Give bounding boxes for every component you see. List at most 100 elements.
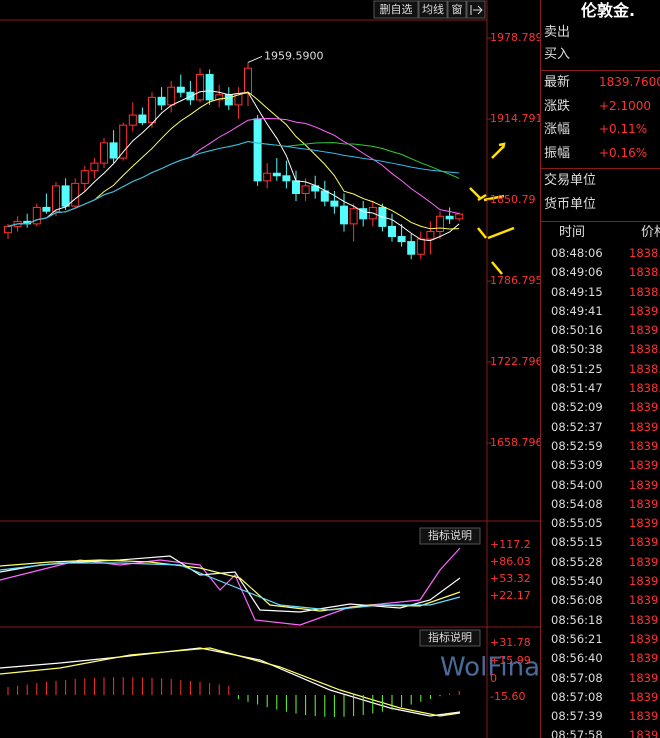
tick-row: 08:50:38 1838.: [541, 340, 660, 359]
price: 1839: [629, 554, 659, 569]
candle-body: [205, 74, 214, 101]
tick-row: 08:56:40 1839: [541, 649, 660, 668]
button[interactable]: [447, 0, 467, 19]
label: 交易单位: [544, 173, 597, 188]
time: 08:50:38: [551, 342, 603, 357]
y-tick-label: 1786.795: [490, 274, 540, 287]
label: 最新: [544, 75, 571, 90]
time: 08:52:37: [551, 419, 603, 434]
button[interactable]: [418, 0, 448, 19]
y-tick-label: +22.17: [490, 589, 531, 602]
candle-body: [90, 162, 99, 172]
tick-row: 08:49:06 1838.: [541, 263, 660, 282]
candle-body: [253, 118, 262, 182]
candle-body: [100, 142, 108, 164]
candle-body: [176, 86, 185, 93]
price: 1839: [629, 477, 659, 492]
button[interactable]: [419, 527, 481, 545]
leader: [247, 55, 263, 63]
candle-body: [416, 238, 425, 255]
tick-row: 08:57:39 1839: [541, 707, 660, 726]
price: 1839: [629, 323, 659, 338]
price: 1839: [629, 400, 659, 415]
tick-row: 08:49:15 1838.: [541, 283, 660, 302]
button-label[interactable]: 指标说明: [428, 528, 472, 542]
quote-panel: 伦敦金. 卖出 买入 最新 1839.7600 涨跌 +2.1000 涨幅 +0.11% 振幅 +…: [540, 0, 660, 738]
candle-body: [71, 182, 80, 207]
button-label[interactable]: 窗: [452, 2, 463, 16]
column-time: 时间: [559, 225, 586, 240]
candle-body: [109, 142, 118, 159]
candle-body: [263, 172, 272, 182]
label: 振幅: [544, 145, 571, 161]
time: 08:50:16: [551, 323, 603, 338]
stat-row: 振幅 +0.16%: [541, 142, 660, 166]
time: 08:53:09: [551, 458, 603, 473]
tick-row: 08:54:00 1839: [541, 476, 660, 495]
candle-body: [301, 185, 310, 194]
candle-body: [388, 225, 396, 238]
stat-row: 涨跌 +2.1000: [541, 95, 660, 119]
time: 08:52:59: [551, 438, 603, 453]
time: 08:55:15: [551, 535, 603, 550]
button-label[interactable]: 删自选: [380, 3, 413, 16]
button-label[interactable]: 指标说明: [428, 630, 472, 644]
time: 08:49:41: [551, 303, 603, 318]
tick-row: 08:56:18 1839: [541, 611, 660, 630]
y-tick-label: 1850.79: [490, 193, 536, 206]
y-tick-label: +31.78: [490, 636, 531, 649]
candle-body: [215, 94, 224, 101]
label: 涨幅: [544, 122, 571, 137]
y-tick-label: +53.32: [490, 572, 531, 585]
button-label[interactable]: 均线: [422, 2, 444, 16]
time: 08:57:08: [551, 689, 603, 704]
time: 08:54:08: [551, 496, 603, 511]
candle-body: [397, 236, 406, 243]
price: 1838.: [629, 381, 660, 396]
stat-row: 最新 1839.7600: [541, 71, 660, 95]
candle-body: [426, 230, 435, 240]
y-tick-label: 1978.789: [490, 31, 540, 44]
time: 08:57:39: [551, 709, 603, 724]
price: 1838.: [629, 284, 660, 299]
value: 1839.7600: [599, 75, 660, 89]
candle-body: [407, 241, 416, 255]
candle-body: [157, 96, 166, 106]
price: 1839: [629, 535, 659, 550]
candle-body: [244, 67, 252, 95]
candle-body: [32, 206, 41, 225]
tick-row: 08:52:37 1839: [541, 418, 660, 437]
tick-row: 08:48:06 1838.: [541, 244, 660, 263]
value: +0.11%: [599, 122, 648, 136]
price: 1839: [629, 651, 659, 666]
annotation-arrows: [469, 142, 515, 275]
tick-row: 08:55:40 1839: [541, 572, 660, 591]
button[interactable]: [419, 629, 481, 647]
candle-body: [330, 200, 339, 207]
time: 08:54:00: [551, 477, 603, 492]
candle-body: [42, 206, 51, 212]
price: 1839: [629, 419, 659, 434]
value: +0.16%: [599, 145, 648, 160]
tick-row: 08:57:08 1839: [541, 688, 660, 707]
candle-body: [320, 190, 329, 202]
y-tick-label: +117.2: [490, 538, 531, 551]
candle-body: [359, 208, 368, 220]
button[interactable]: [373, 0, 419, 19]
column-price: 价格: [641, 225, 660, 240]
candle-body: [80, 170, 89, 184]
candle-body: [455, 213, 464, 220]
price: 1839: [629, 458, 659, 473]
quote-row: 卖出: [541, 22, 660, 44]
time: 08:56:40: [551, 651, 603, 666]
y-tick-label: -15.60: [490, 690, 525, 703]
y-tick-label: +15.99: [490, 654, 531, 667]
icon: [470, 5, 483, 15]
candle-body: [119, 124, 128, 159]
column-header: 时间 价格: [541, 221, 660, 244]
y-tick-label: 0: [490, 672, 497, 685]
price: 1839: [629, 670, 659, 685]
time: 08:56:18: [551, 612, 603, 627]
time: 08:56:21: [551, 631, 603, 646]
macd-bars: [7, 677, 460, 717]
